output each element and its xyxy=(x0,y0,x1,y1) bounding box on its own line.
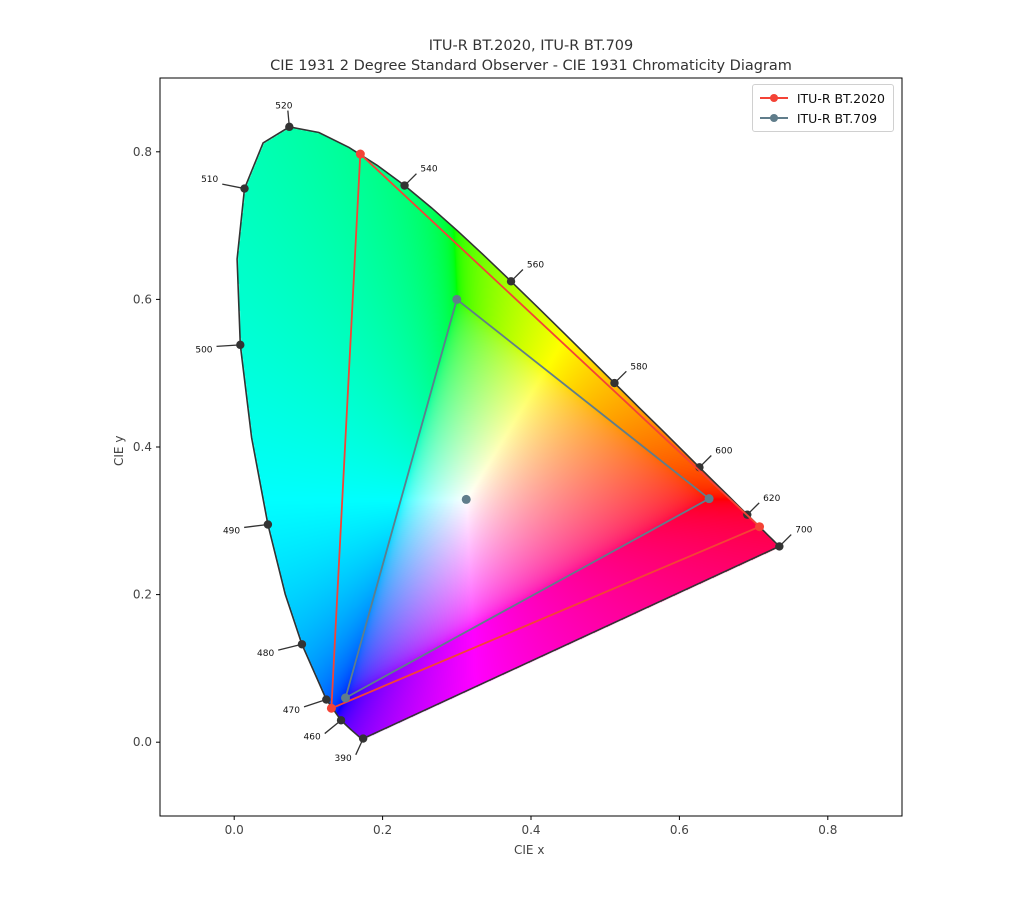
wavelength-marker-520 xyxy=(285,122,294,132)
gamut-primary-0-0 xyxy=(755,522,765,532)
y-axis-label: CIE y xyxy=(112,435,126,466)
wavelength-marker-470 xyxy=(322,695,331,704)
wavelength-label-700: 700 xyxy=(795,526,812,536)
wavelength-marker-510 xyxy=(240,184,249,193)
wavelength-label-560: 560 xyxy=(527,261,544,271)
wavelength-label-620: 620 xyxy=(763,494,780,504)
chart-subtitle: CIE 1931 2 Degree Standard Observer - CI… xyxy=(270,58,792,74)
chart-title: ITU-R BT.2020, ITU-R BT.709 xyxy=(428,38,634,54)
wavelength-label-460: 460 xyxy=(304,733,321,743)
wavelength-marker-490 xyxy=(263,520,273,529)
gamut-triangle-1 xyxy=(344,297,711,700)
gamut-primary-0-2 xyxy=(326,703,336,713)
x-tick-label-1: 0.2 xyxy=(373,823,392,837)
gamut-primary-0-1 xyxy=(355,149,365,159)
y-tick-label-4: 0.8 xyxy=(133,145,152,159)
x-tick-label-0: 0.0 xyxy=(225,823,244,837)
wavelength-marker-700 xyxy=(775,542,784,551)
wavelength-label-520: 520 xyxy=(275,102,292,112)
legend-swatch-bt2020 xyxy=(759,94,788,102)
x-tick-label-4: 0.8 xyxy=(818,823,837,837)
legend-dot-1 xyxy=(769,114,778,122)
legend-label-bt709: ITU-R BT.709 xyxy=(796,110,878,126)
gamut-primary-1-0 xyxy=(704,494,714,504)
spectral-locus xyxy=(236,126,781,740)
wavelength-marker-460 xyxy=(336,716,346,725)
wavelength-label-470: 470 xyxy=(283,706,300,716)
wavelength-label-600: 600 xyxy=(715,446,732,456)
y-tick-label-3: 0.6 xyxy=(133,292,152,306)
legend-item-bt2020: ITU-R BT.2020 xyxy=(759,88,885,108)
wavelength-marker-580 xyxy=(610,378,619,388)
gamut-primary-1-1 xyxy=(452,294,462,304)
wavelength-label-390: 390 xyxy=(335,754,352,764)
x-axis-label: CIE x xyxy=(514,843,545,857)
y-tick-label-0: 0.0 xyxy=(133,735,152,749)
gamut-triangle-0 xyxy=(330,152,762,710)
legend-item-bt709: ITU-R BT.709 xyxy=(759,108,885,128)
x-tick-label-3: 0.6 xyxy=(670,823,689,837)
wavelength-label-500: 500 xyxy=(195,345,212,355)
wavelength-marker-390 xyxy=(358,734,368,743)
wavelength-label-480: 480 xyxy=(257,649,274,659)
legend-label-bt2020: ITU-R BT.2020 xyxy=(796,90,885,106)
wavelength-label-540: 540 xyxy=(420,165,437,175)
wavelength-label-510: 510 xyxy=(201,175,218,185)
legend-dot-0 xyxy=(769,94,778,102)
legend-swatch-bt709 xyxy=(759,114,788,122)
y-tick-label-1: 0.2 xyxy=(133,588,152,602)
wavelength-marker-560 xyxy=(506,277,516,286)
legend: ITU-R BT.2020 ITU-R BT.709 xyxy=(751,84,894,132)
gamut-primary-1-2 xyxy=(341,693,350,703)
wavelength-marker-500 xyxy=(236,340,245,350)
y-tick-label-2: 0.4 xyxy=(133,440,152,454)
wavelength-marker-540 xyxy=(400,181,409,190)
chromaticity-fill xyxy=(160,78,902,816)
x-tick-label-2: 0.4 xyxy=(521,823,540,837)
wavelength-label-490: 490 xyxy=(223,526,240,536)
whitepoint-marker xyxy=(461,494,471,504)
wavelength-marker-480 xyxy=(297,640,307,649)
wavelength-label-580: 580 xyxy=(630,362,647,372)
